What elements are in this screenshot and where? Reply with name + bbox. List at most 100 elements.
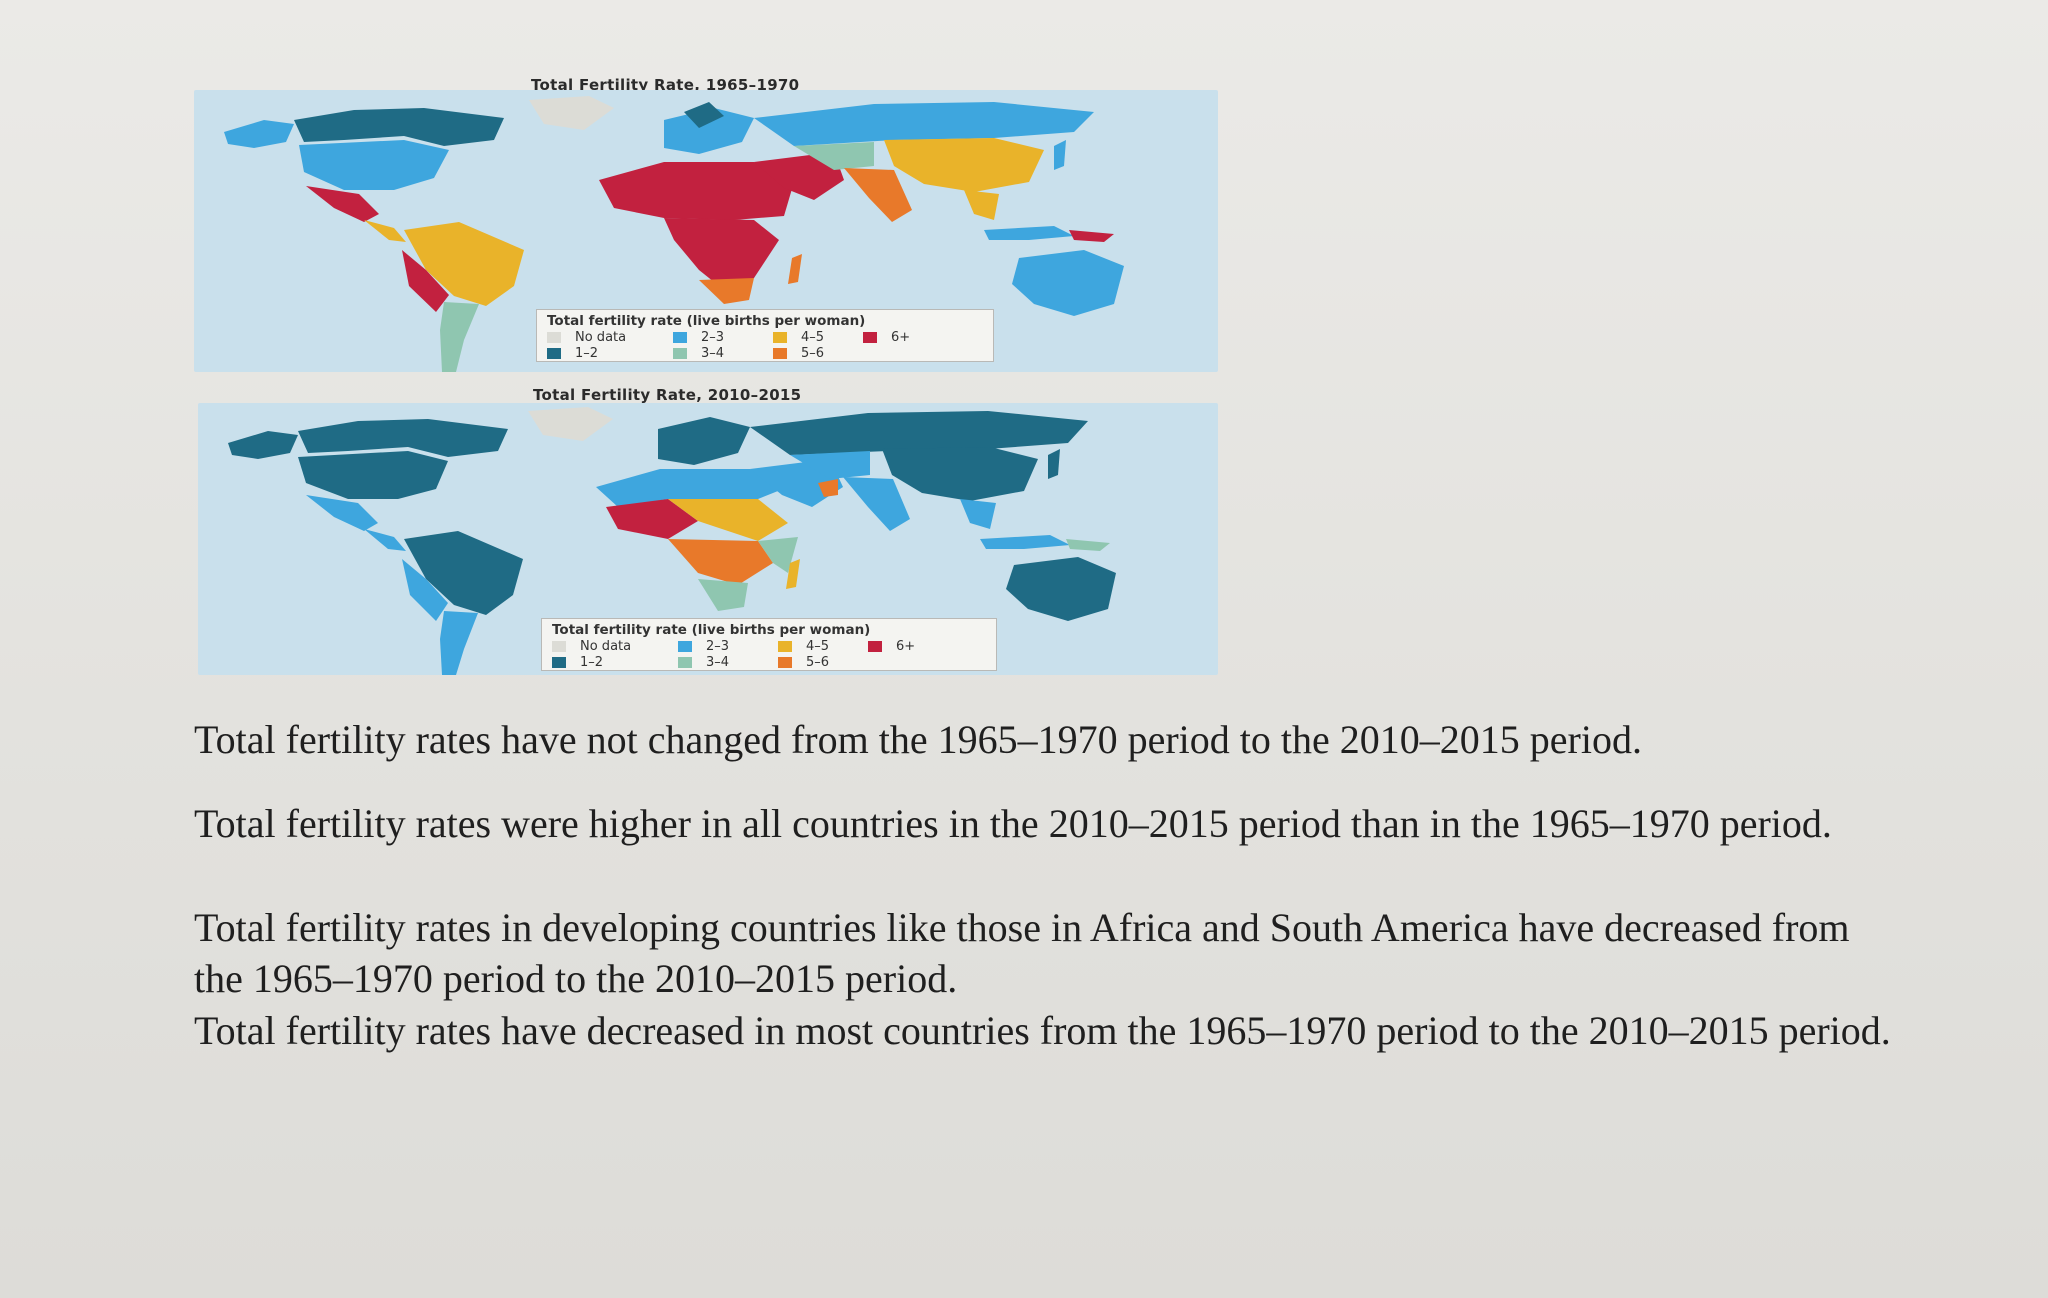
legend-swatch bbox=[673, 348, 687, 359]
legend-swatch bbox=[778, 657, 792, 668]
map-1-scandinavia bbox=[684, 102, 724, 128]
map-1-title: Total Fertility Rate, 1965–1970 bbox=[531, 76, 800, 94]
map-2-arabia-south bbox=[818, 479, 838, 497]
legend-swatch bbox=[678, 657, 692, 668]
map-1-south-asia bbox=[844, 168, 912, 222]
map-1-panel bbox=[194, 90, 1218, 372]
legend-swatch bbox=[552, 641, 566, 652]
legend-label: 1–2 bbox=[575, 346, 599, 361]
map-1-china bbox=[884, 138, 1044, 192]
map-2-mexico bbox=[306, 495, 378, 531]
map-1-australia bbox=[1012, 250, 1124, 316]
map-2-legend-no-data: No data bbox=[552, 639, 678, 654]
map-2-east-africa bbox=[758, 537, 798, 573]
map-2-southeast-asia bbox=[960, 499, 996, 529]
legend-label: 6+ bbox=[891, 330, 911, 345]
map-2-central-asia bbox=[790, 451, 870, 479]
map-2-greenland bbox=[528, 407, 613, 441]
map-2-legend-1-2: 1–2 bbox=[552, 655, 678, 670]
map-1-south-america-north bbox=[404, 222, 524, 306]
map-2-west-africa bbox=[606, 499, 698, 539]
map-1-legend-5-6: 5–6 bbox=[773, 346, 863, 361]
map-1-legend: Total fertility rate (live births per wo… bbox=[536, 309, 994, 362]
map-1-mexico bbox=[306, 186, 379, 222]
map-1-legend-1-2: 1–2 bbox=[547, 346, 673, 361]
map-2-southern-africa bbox=[698, 579, 748, 611]
map-2-south-asia bbox=[843, 477, 910, 531]
legend-swatch bbox=[547, 332, 561, 343]
map-2-andes bbox=[402, 559, 448, 621]
map-1-legend-title: Total fertility rate (live births per wo… bbox=[547, 313, 866, 329]
map-1-legend-no-data: No data bbox=[547, 330, 673, 345]
legend-label: No data bbox=[580, 639, 632, 654]
map-2-south-america-south bbox=[440, 611, 478, 675]
map-2-russia bbox=[750, 411, 1088, 455]
map-1-north-africa bbox=[599, 162, 794, 220]
map-2-legend-title: Total fertility rate (live births per wo… bbox=[552, 622, 871, 638]
map-1-russia bbox=[754, 102, 1094, 146]
legend-swatch bbox=[673, 332, 687, 343]
map-1-legend-4-5: 4–5 bbox=[773, 330, 863, 345]
legend-label: 6+ bbox=[896, 639, 916, 654]
map-2-australia bbox=[1006, 557, 1116, 621]
answer-option-3[interactable]: Total fertility rates in developing coun… bbox=[194, 905, 1850, 1001]
map-2-central-africa bbox=[668, 539, 773, 585]
legend-label: 2–3 bbox=[701, 330, 725, 345]
map-1-europe bbox=[664, 108, 754, 154]
map-2-indonesia bbox=[980, 535, 1070, 549]
map-2-usa bbox=[298, 451, 448, 499]
legend-swatch bbox=[773, 332, 787, 343]
map-2-new-guinea bbox=[1066, 539, 1110, 551]
map-1-indonesia bbox=[984, 226, 1074, 240]
map-2-legend-6-plus: 6+ bbox=[868, 639, 938, 654]
map-2-legend: Total fertility rate (live births per wo… bbox=[541, 618, 997, 671]
map-1-legend-3-4: 3–4 bbox=[673, 346, 773, 361]
map-2-legend-4-5: 4–5 bbox=[778, 639, 868, 654]
answer-option-1[interactable]: Total fertility rates have not changed f… bbox=[194, 717, 1642, 762]
legend-label: No data bbox=[575, 330, 627, 345]
legend-label: 5–6 bbox=[806, 655, 830, 670]
map-1-legend-6-plus: 6+ bbox=[863, 330, 933, 345]
map-2-alaska bbox=[228, 431, 298, 459]
map-1-world-map bbox=[194, 90, 1218, 372]
legend-swatch bbox=[678, 641, 692, 652]
map-2-legend-2-3: 2–3 bbox=[678, 639, 778, 654]
map-1-southeast-asia bbox=[964, 190, 999, 220]
map-2-sahel bbox=[668, 499, 788, 541]
answer-option-2[interactable]: Total fertility rates were higher in all… bbox=[194, 801, 1832, 846]
map-2-title: Total Fertility Rate, 2010–2015 bbox=[533, 386, 802, 404]
map-1-central-africa bbox=[664, 218, 779, 290]
map-1-new-guinea bbox=[1069, 230, 1114, 242]
legend-label: 5–6 bbox=[801, 346, 825, 361]
map-1-usa bbox=[299, 140, 449, 190]
map-2-legend-5-6: 5–6 bbox=[778, 655, 868, 670]
legend-swatch bbox=[547, 348, 561, 359]
map-1-andes bbox=[402, 250, 449, 312]
map-1-alaska bbox=[224, 120, 294, 148]
legend-swatch bbox=[778, 641, 792, 652]
legend-label: 1–2 bbox=[580, 655, 604, 670]
map-2-legend-3-4: 3–4 bbox=[678, 655, 778, 670]
map-1-central-asia bbox=[794, 142, 874, 170]
map-2-china bbox=[882, 447, 1038, 501]
legend-label: 2–3 bbox=[706, 639, 730, 654]
map-2-central-america bbox=[364, 529, 406, 551]
legend-swatch bbox=[868, 641, 882, 652]
map-2-japan bbox=[1048, 449, 1060, 479]
map-2-south-america-north bbox=[404, 531, 523, 615]
legend-label: 3–4 bbox=[701, 346, 725, 361]
map-1-south-america-south bbox=[440, 302, 479, 372]
legend-swatch bbox=[773, 348, 787, 359]
map-1-japan bbox=[1054, 140, 1066, 170]
map-1-madagascar bbox=[788, 254, 802, 284]
map-1-middle-east bbox=[754, 152, 844, 200]
legend-swatch bbox=[863, 332, 877, 343]
map-1-central-america bbox=[364, 220, 406, 242]
answer-option-4[interactable]: Total fertility rates have decreased in … bbox=[194, 1008, 1891, 1053]
legend-label: 3–4 bbox=[706, 655, 730, 670]
map-2-north-africa bbox=[596, 469, 788, 507]
map-1-legend-2-3: 2–3 bbox=[673, 330, 773, 345]
map-1-canada bbox=[294, 108, 504, 146]
map-2-madagascar bbox=[786, 559, 800, 589]
legend-label: 4–5 bbox=[801, 330, 825, 345]
